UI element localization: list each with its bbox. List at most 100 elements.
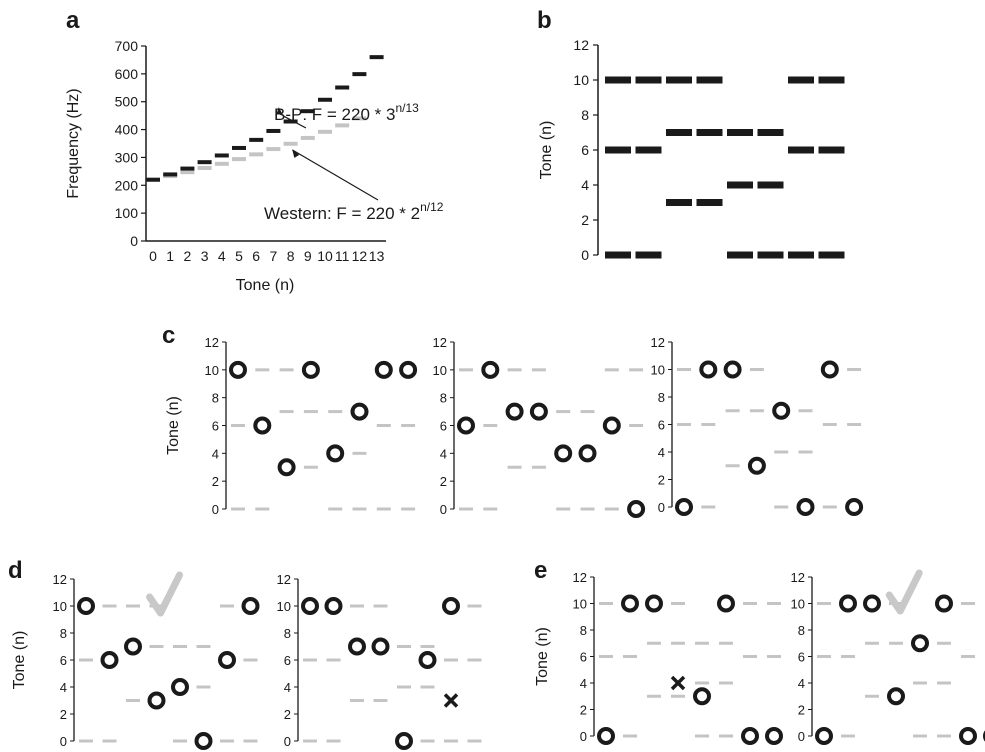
melody-note xyxy=(124,637,142,656)
y-tick-label: 300 xyxy=(115,149,139,165)
melody-note xyxy=(717,594,735,613)
y-tick-label: 8 xyxy=(284,626,291,641)
checkmark-icon xyxy=(885,569,923,615)
y-tick-label: 6 xyxy=(798,650,805,665)
melody-note xyxy=(863,594,881,613)
y-tick-label: 8 xyxy=(581,107,589,123)
y-tick-label: 10 xyxy=(205,363,219,378)
y-tick-label: 6 xyxy=(581,142,589,158)
melody-note xyxy=(621,594,639,613)
melody-note xyxy=(350,402,369,421)
melody-note xyxy=(301,360,320,379)
melody-note xyxy=(772,401,791,420)
melody-note xyxy=(887,687,905,706)
melody-note xyxy=(578,444,597,463)
melody-note xyxy=(241,597,260,615)
y-tick-label: 10 xyxy=(791,597,805,612)
y-tick-label: 700 xyxy=(115,38,139,54)
x-tick-label: 11 xyxy=(335,248,350,264)
y-tick-label: 10 xyxy=(573,72,589,88)
melody-note xyxy=(348,637,366,656)
panel-letter-e: e xyxy=(534,557,547,584)
y-tick-label: 8 xyxy=(212,391,219,406)
annotation-bp-arrowhead xyxy=(276,107,284,117)
annotation-western: Western: F = 220 * 2n/12 xyxy=(264,200,444,223)
y-tick-label: 8 xyxy=(440,391,447,406)
y-tick-label: 4 xyxy=(580,676,587,691)
checkmark-icon xyxy=(146,571,184,617)
y-tick-label: 10 xyxy=(433,363,447,378)
annotation-bp: B-P: F = 220 * 3n/13 xyxy=(274,101,419,124)
melody-note xyxy=(442,597,460,615)
annotation-bp-exponent: n/13 xyxy=(395,101,419,115)
melody-note xyxy=(796,498,815,516)
x-tick-label: 13 xyxy=(369,248,385,264)
panel-letter-b: b xyxy=(537,7,552,34)
y-axis-label: Frequency (Hz) xyxy=(65,88,82,198)
y-tick-label: 4 xyxy=(60,680,67,695)
x-tick-label: 9 xyxy=(304,248,312,264)
y-tick-label: 400 xyxy=(115,122,139,138)
melody-note xyxy=(229,360,247,379)
y-tick-label: 2 xyxy=(658,473,665,488)
x-tick-label: 5 xyxy=(235,248,243,264)
melody-note xyxy=(554,444,573,463)
annotation-bp-text: B-P: F = 220 * 3 xyxy=(274,105,395,124)
y-tick-label: 4 xyxy=(658,445,665,460)
y-tick-label: 8 xyxy=(798,623,805,638)
x-tick-label: 7 xyxy=(270,248,278,264)
melody-note xyxy=(627,500,646,518)
melody-note xyxy=(77,597,95,615)
melody-note xyxy=(699,360,718,379)
melody-note xyxy=(959,727,977,745)
melody-note xyxy=(645,594,663,613)
annotation-bp-arrow xyxy=(283,115,307,129)
y-tick-label: 12 xyxy=(573,37,589,53)
panel-e-charts: 0 2 4 6 8 10 12 Tone (n) 0 2 4 6 8 10 12 xyxy=(534,569,985,745)
melody-note xyxy=(602,416,621,435)
y-tick-label: 600 xyxy=(115,66,139,82)
x-tick-label: 3 xyxy=(201,248,209,264)
y-tick-label: 0 xyxy=(60,734,67,749)
melody-note xyxy=(765,727,783,745)
y-tick-label: 8 xyxy=(60,626,67,641)
melody-note xyxy=(505,402,524,421)
melody-note xyxy=(693,687,711,706)
y-tick-label: 12 xyxy=(791,570,805,585)
panel-d-charts: 0 2 4 6 8 10 12 Tone (n) 0 2 4 6 8 10 12 xyxy=(11,571,482,750)
melody-note xyxy=(399,360,418,379)
y-tick-label: 200 xyxy=(115,177,139,193)
x-tick-label: 10 xyxy=(317,248,333,264)
panel-c-charts: 0 2 4 6 8 10 12 Tone (n) 0 2 4 6 8 10 12 0 2 4 6 8 10 12 xyxy=(165,335,864,518)
y-tick-label: 2 xyxy=(798,703,805,718)
y-tick-label: 12 xyxy=(205,335,219,350)
annotation-western-arrowhead xyxy=(292,149,300,158)
y-tick-label: 0 xyxy=(658,500,665,515)
melody-note xyxy=(457,416,475,435)
melody-note xyxy=(815,727,833,745)
y-tick-label: 12 xyxy=(53,572,67,587)
x-tick-label: 6 xyxy=(252,248,260,264)
y-tick-label: 2 xyxy=(60,707,67,722)
y-tick-label: 0 xyxy=(130,233,138,249)
y-tick-label: 0 xyxy=(212,502,219,517)
y-tick-label: 4 xyxy=(440,446,447,461)
panel-b-chart: 0 2 4 6 8 10 12 Tone (n) xyxy=(538,37,845,263)
y-tick-label: 8 xyxy=(580,623,587,638)
y-tick-label: 4 xyxy=(798,676,805,691)
panel-letter-c: c xyxy=(162,322,175,349)
y-tick-label: 6 xyxy=(60,653,67,668)
y-tick-label: 12 xyxy=(433,335,447,350)
y-axis-label: Tone (n) xyxy=(534,627,551,686)
y-tick-label: 2 xyxy=(212,474,219,489)
y-tick-label: 2 xyxy=(440,474,447,489)
x-tick-label: 2 xyxy=(184,248,192,264)
melody-note xyxy=(675,498,693,516)
melody-note xyxy=(747,456,766,475)
melody-note xyxy=(481,360,500,379)
melody-note xyxy=(839,594,857,613)
melody-note xyxy=(277,458,296,477)
melody-note xyxy=(371,637,390,656)
melody-note xyxy=(820,360,839,379)
